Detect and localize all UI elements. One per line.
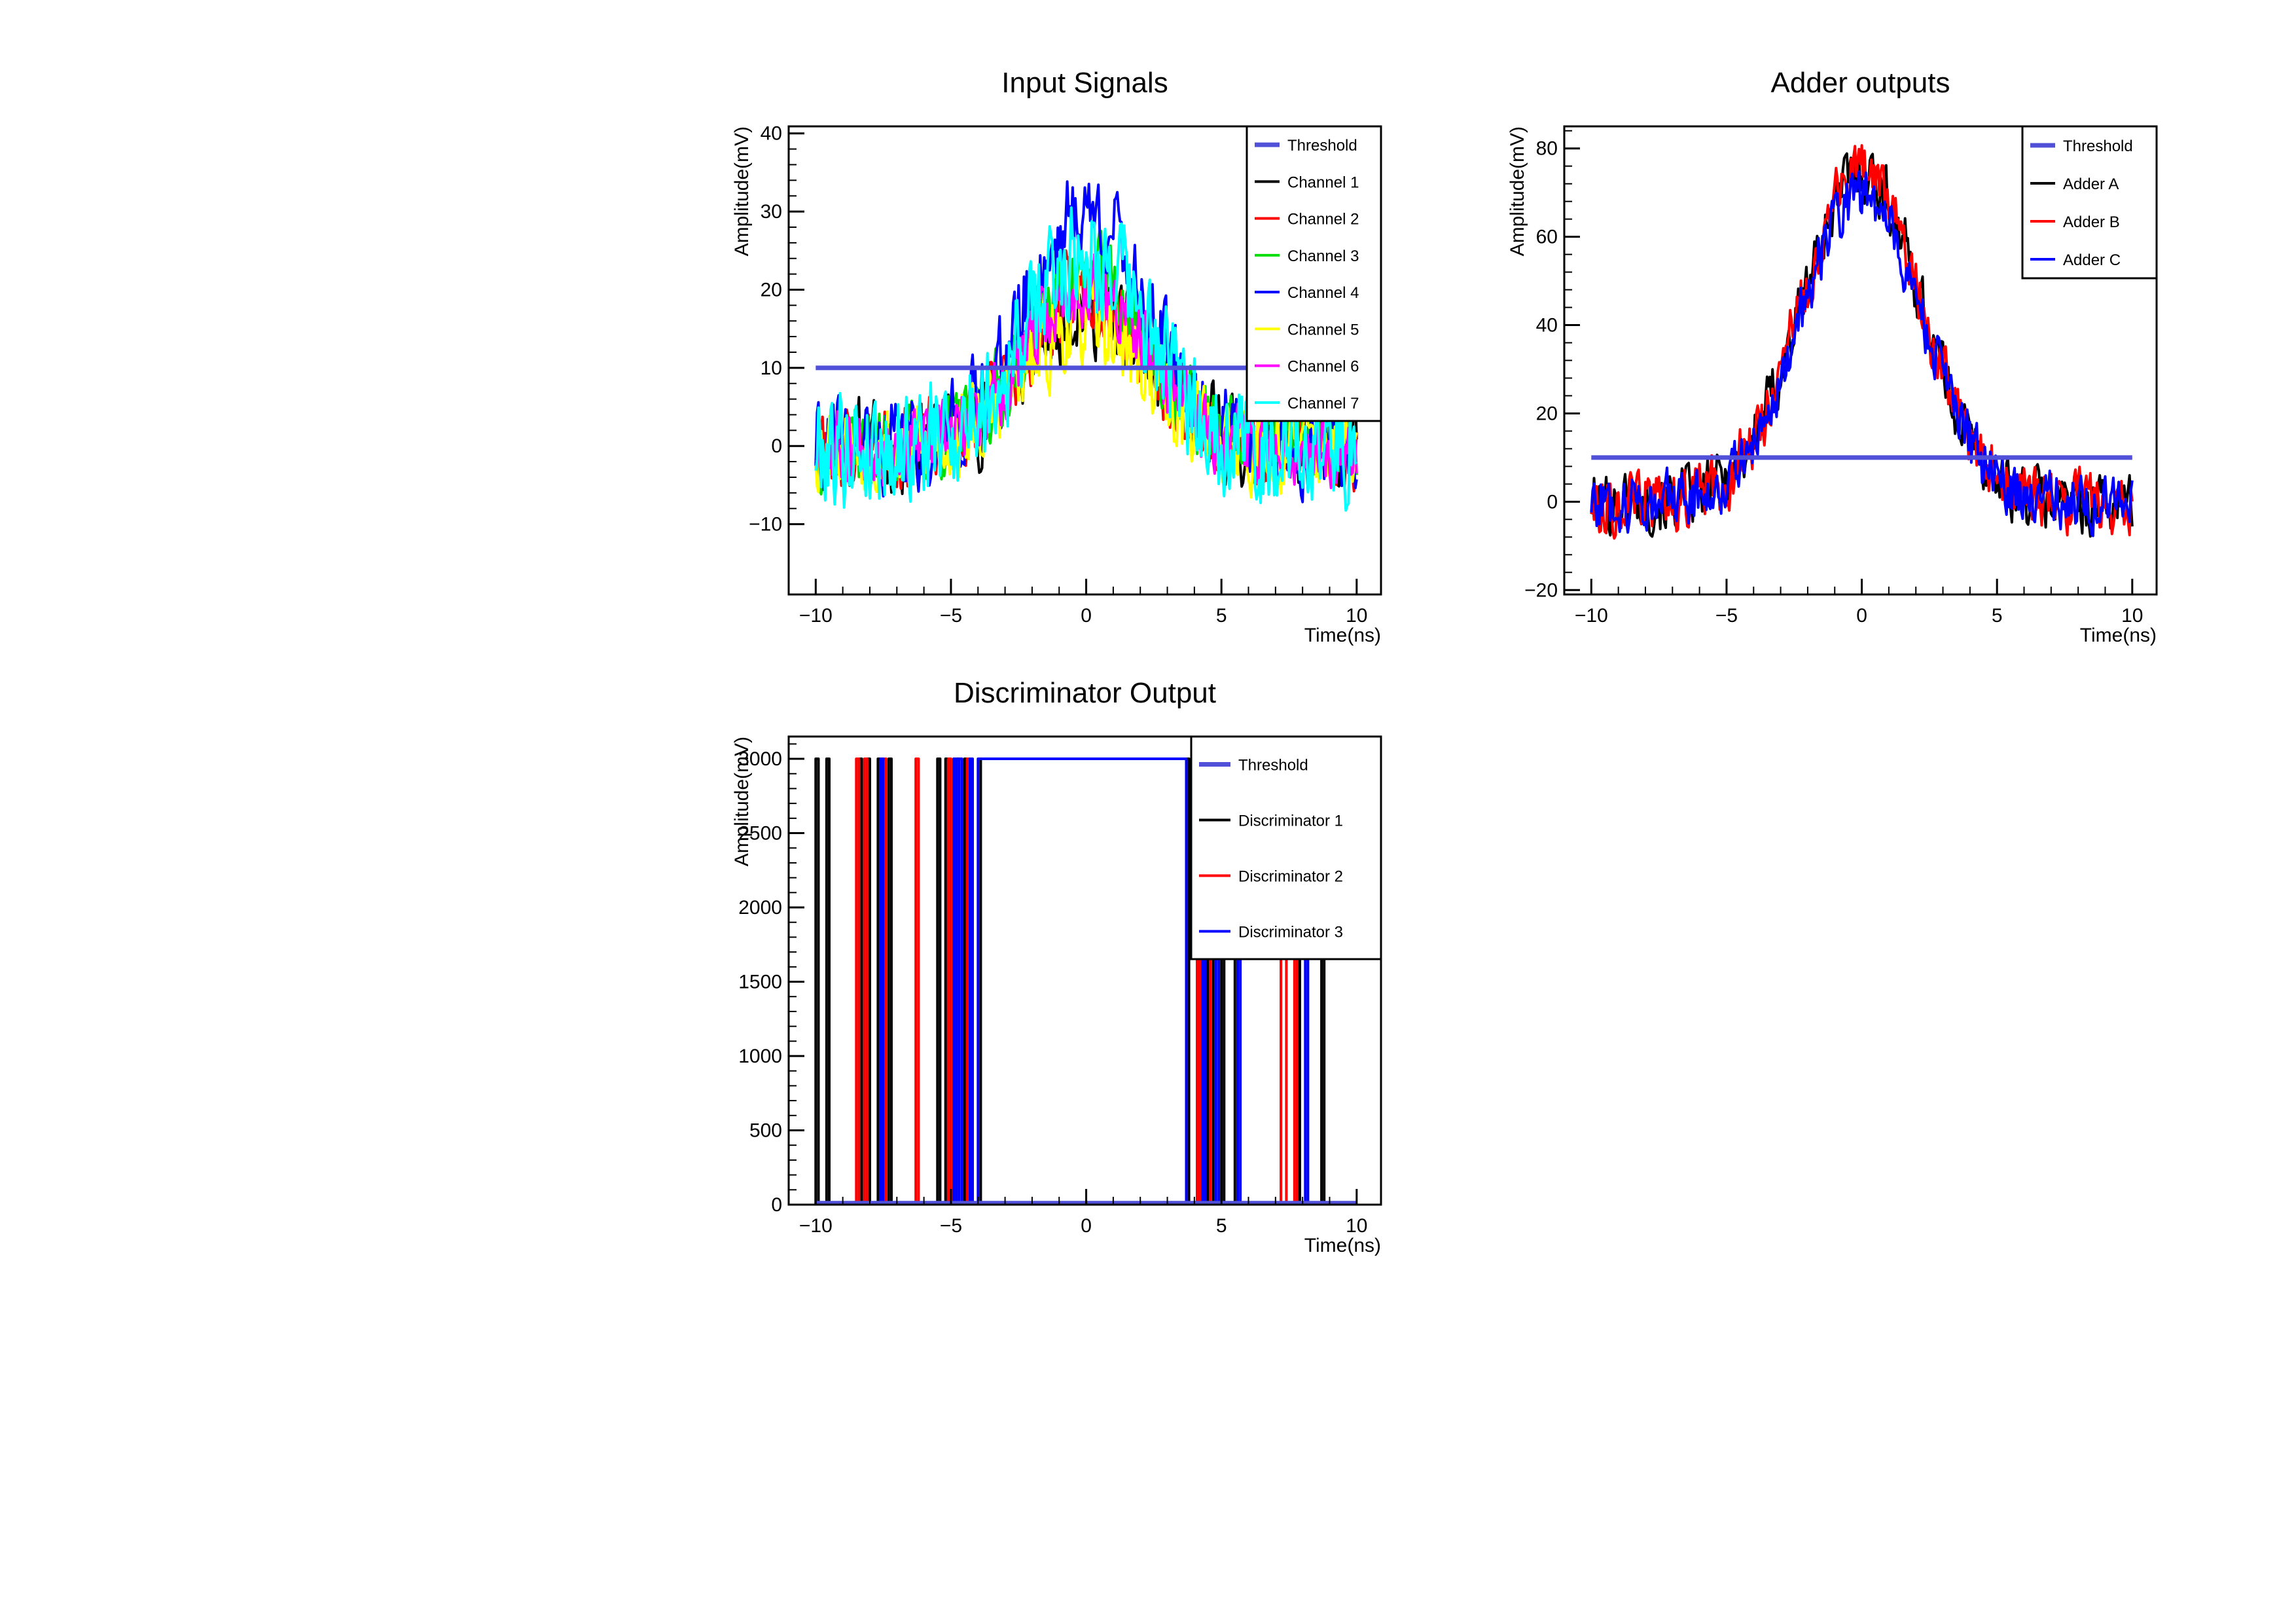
legend-label: Channel 4	[1287, 284, 1359, 302]
legend-label: Channel 7	[1287, 395, 1359, 412]
legend-label: Discriminator 3	[1238, 924, 1343, 941]
series-line-3	[1590, 170, 2134, 538]
chart-disc: Discriminator Output −10 −5 0 5 10 0 500 1000 150…	[731, 677, 1382, 1256]
x-tick-label: −5	[1715, 605, 1738, 627]
x-axis-label: Time(ns)	[1304, 1235, 1381, 1256]
chart-input: Input Signals −10 −5 0 5 10 −10 0 10 20 30 40 Time(n…	[731, 67, 1382, 646]
legend-label: Discriminator 2	[1238, 868, 1343, 886]
x-axis-label: Time(ns)	[2080, 625, 2157, 646]
y-tick-label: 3000	[738, 748, 782, 770]
y-tick-label: 30	[761, 201, 782, 223]
x-tick-label: −5	[940, 1215, 962, 1237]
legend-label: Channel 1	[1287, 173, 1359, 191]
x-tick-label: −5	[940, 605, 962, 627]
x-tick-label: −10	[799, 605, 833, 627]
legend-label: Channel 3	[1287, 247, 1359, 265]
x-tick-label: 0	[1081, 1215, 1092, 1237]
legend-label: Adder A	[2063, 175, 2119, 193]
series-line-7	[814, 206, 1358, 512]
x-tick-label: 0	[1081, 605, 1092, 627]
y-tick-label: 2000	[738, 897, 782, 919]
legend: Threshold Channel 1 Channel 2 Channel 3 Chan…	[1246, 125, 1382, 422]
chart-adder: Adder outputs −10 −5 0 5 10 −20 0 20 40 60 80 Time(n…	[1507, 67, 2158, 646]
x-tick-label: 5	[1216, 605, 1227, 627]
y-tick-label: 0	[771, 1194, 782, 1216]
y-tick-label: 2500	[738, 823, 782, 845]
x-tick-label: 0	[1856, 605, 1867, 627]
y-tick-label: −20	[1524, 579, 1558, 601]
y-tick-label: 1500	[738, 972, 782, 993]
legend-label: Channel 5	[1287, 321, 1359, 338]
chart-title: Discriminator Output	[954, 677, 1216, 709]
x-axis-label: Time(ns)	[1304, 625, 1381, 646]
x-tick-label: 5	[1216, 1215, 1227, 1237]
x-tick-label: 10	[1346, 1215, 1367, 1237]
y-tick-label: −10	[749, 514, 782, 536]
y-tick-label: 10	[761, 357, 782, 379]
y-axis-label: Amplitude(mV)	[731, 126, 753, 256]
x-tick-label: 5	[1992, 605, 2003, 627]
legend-box	[2021, 125, 2158, 280]
y-tick-label: 0	[771, 435, 782, 457]
y-tick-label: 40	[1536, 315, 1558, 337]
series-line-2	[1590, 144, 2134, 540]
y-tick-label: 500	[749, 1120, 782, 1142]
legend: Threshold Adder A Adder B Adder C	[2021, 125, 2158, 280]
plot-area	[1590, 144, 2134, 540]
y-axis-label: Amplitude(mV)	[731, 737, 753, 866]
y-tick-label: 40	[761, 123, 782, 145]
plot-area	[814, 180, 1358, 512]
legend-label: Adder C	[2063, 251, 2121, 269]
y-axis-label: Amplitude(mV)	[1507, 126, 1528, 256]
legend-label: Channel 6	[1287, 358, 1359, 376]
chart-title: Adder outputs	[1771, 67, 1950, 99]
legend: Threshold Discriminator 1 Discriminator 2 D…	[1190, 735, 1382, 960]
legend-label: Adder B	[2063, 213, 2120, 231]
y-tick-label: 20	[1536, 403, 1558, 424]
plot-frame	[787, 735, 1382, 1206]
legend-box	[1190, 735, 1382, 960]
y-tick-label: 0	[1547, 491, 1558, 513]
legend-label: Channel 2	[1287, 211, 1359, 228]
chart-title: Input Signals	[1001, 67, 1168, 99]
y-tick-label: 1000	[738, 1046, 782, 1067]
x-tick-label: −10	[799, 1215, 833, 1237]
x-tick-label: 10	[1346, 605, 1367, 627]
legend-label: Threshold	[1238, 757, 1308, 775]
legend-box	[1246, 125, 1382, 422]
y-tick-label: 80	[1536, 138, 1558, 160]
legend-label: Threshold	[1287, 137, 1357, 155]
y-tick-label: 60	[1536, 227, 1558, 248]
legend-label: Discriminator 1	[1238, 812, 1343, 830]
legend-label: Threshold	[2063, 137, 2133, 155]
x-tick-label: −10	[1575, 605, 1608, 627]
y-tick-label: 20	[761, 279, 782, 301]
x-tick-label: 10	[2121, 605, 2143, 627]
